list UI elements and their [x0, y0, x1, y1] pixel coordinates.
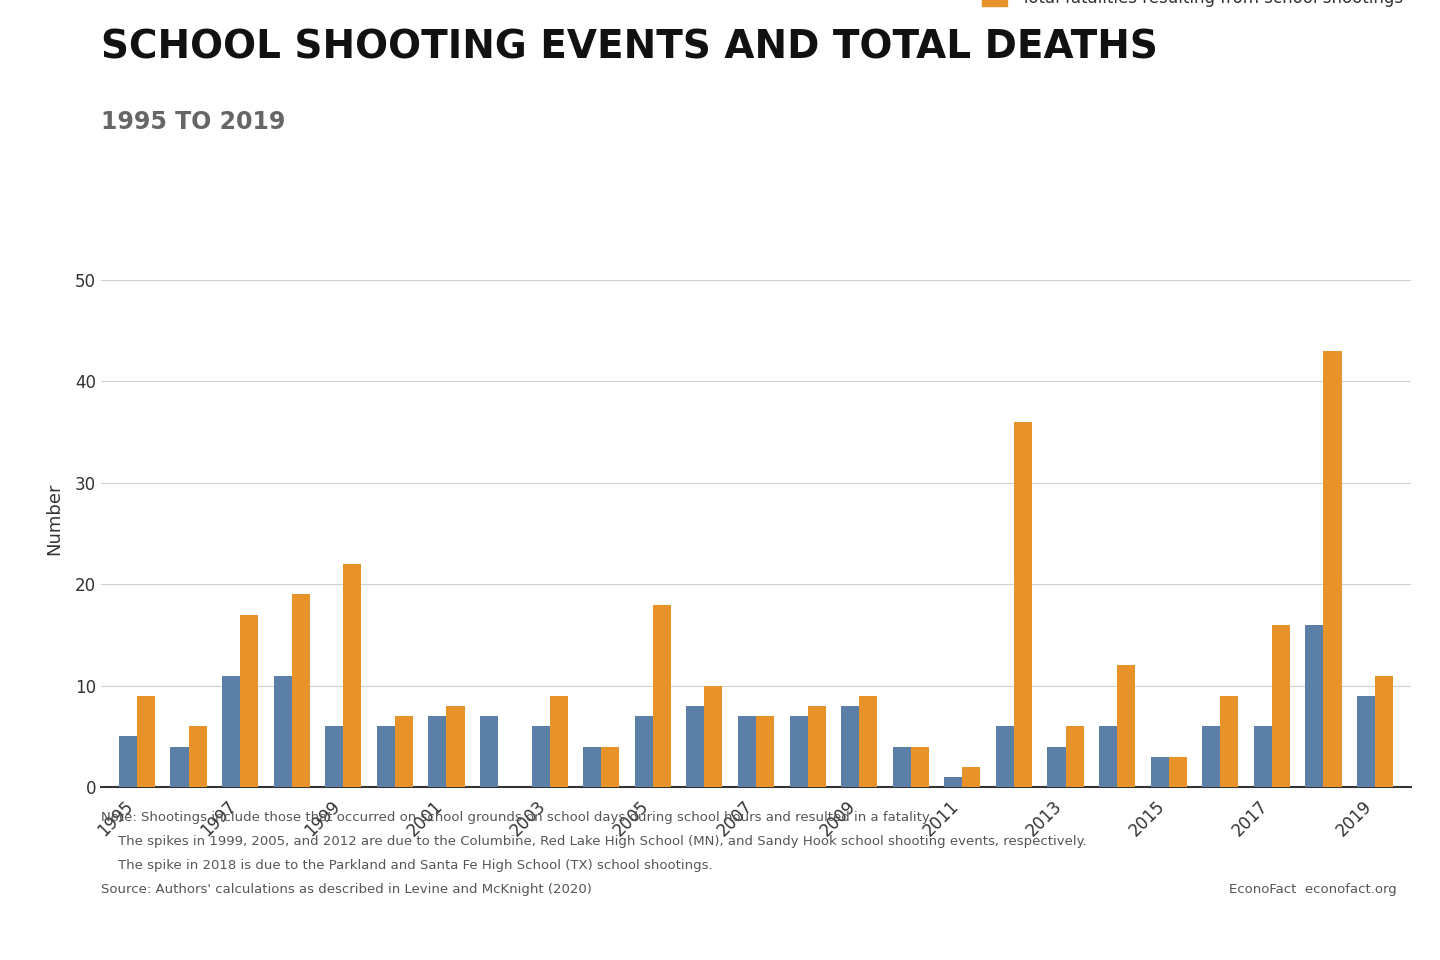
Text: 1995 TO 2019: 1995 TO 2019: [101, 110, 285, 134]
Bar: [893, 747, 910, 787]
Bar: [189, 727, 206, 787]
Bar: [756, 716, 775, 787]
Bar: [325, 727, 343, 787]
Bar: [1151, 756, 1169, 787]
Bar: [808, 706, 825, 787]
Bar: [737, 716, 756, 787]
Bar: [429, 716, 446, 787]
Bar: [687, 706, 704, 787]
Bar: [137, 696, 156, 787]
Bar: [1117, 665, 1135, 787]
Bar: [1356, 696, 1375, 787]
Text: The spikes in 1999, 2005, and 2012 are due to the Columbine, Red Lake High Schoo: The spikes in 1999, 2005, and 2012 are d…: [101, 835, 1087, 849]
Bar: [652, 605, 671, 787]
Bar: [446, 706, 465, 787]
Bar: [1323, 351, 1342, 787]
Bar: [377, 727, 395, 787]
Text: SCHOOL SHOOTING EVENTS AND TOTAL DEATHS: SCHOOL SHOOTING EVENTS AND TOTAL DEATHS: [101, 29, 1158, 67]
Text: Source: Authors' calculations as described in Levine and McKnight (2020): Source: Authors' calculations as describ…: [101, 883, 592, 897]
Bar: [996, 727, 1014, 787]
Bar: [1306, 625, 1323, 787]
Bar: [1066, 727, 1084, 787]
Bar: [1254, 727, 1272, 787]
Bar: [704, 685, 723, 787]
Text: EconoFact  econofact.org: EconoFact econofact.org: [1230, 883, 1397, 897]
Bar: [1169, 756, 1187, 787]
Legend: Number of school shootings, Total fatalities resulting from school shootings: Number of school shootings, Total fatali…: [982, 0, 1403, 7]
Bar: [170, 747, 189, 787]
Y-axis label: Number: Number: [46, 482, 63, 555]
Bar: [945, 777, 962, 787]
Bar: [1220, 696, 1238, 787]
Bar: [222, 676, 240, 787]
Bar: [910, 747, 929, 787]
Bar: [1099, 727, 1117, 787]
Bar: [1272, 625, 1290, 787]
Bar: [635, 716, 652, 787]
Text: The spike in 2018 is due to the Parkland and Santa Fe High School (TX) school sh: The spike in 2018 is due to the Parkland…: [101, 859, 713, 873]
Bar: [583, 747, 602, 787]
Bar: [962, 767, 981, 787]
Bar: [395, 716, 413, 787]
Bar: [1202, 727, 1220, 787]
Bar: [1047, 747, 1066, 787]
Bar: [274, 676, 292, 787]
Bar: [480, 716, 498, 787]
Bar: [531, 727, 550, 787]
Bar: [343, 564, 361, 787]
Bar: [1375, 676, 1392, 787]
Bar: [789, 716, 808, 787]
Bar: [860, 696, 877, 787]
Bar: [292, 594, 310, 787]
Bar: [1014, 422, 1032, 787]
Bar: [550, 696, 567, 787]
Bar: [120, 736, 137, 787]
Bar: [841, 706, 860, 787]
Bar: [240, 614, 258, 787]
Text: Note: Shootings include those that occurred on school grounds on school days dur: Note: Shootings include those that occur…: [101, 811, 932, 825]
Bar: [602, 747, 619, 787]
